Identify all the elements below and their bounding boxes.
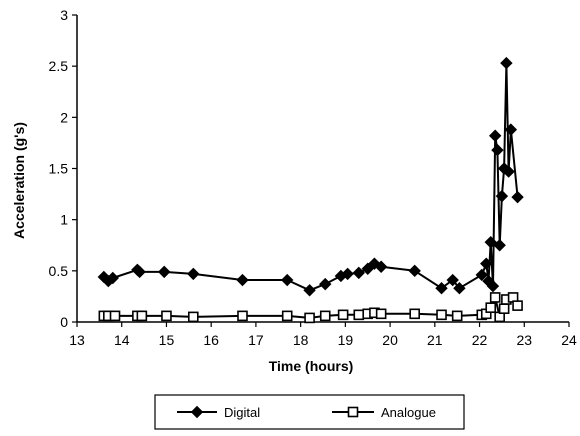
digital-data-point — [319, 277, 332, 291]
plot-area — [97, 56, 524, 324]
digital-data-point — [106, 271, 119, 285]
y-tick-label: 1 — [60, 212, 68, 228]
legend-item-analogue: Analogue — [332, 405, 436, 420]
digital-data-point — [352, 266, 365, 280]
legend-item-digital: Digital — [177, 405, 260, 420]
x-tick-label: 21 — [427, 332, 443, 348]
digital-data-point — [435, 282, 448, 295]
digital-series — [97, 56, 524, 297]
y-tick-label: 3 — [60, 7, 68, 23]
digital-data-point — [133, 265, 146, 279]
x-tick-label: 17 — [248, 332, 264, 348]
digital-data-point — [158, 265, 171, 279]
analogue-data-point — [337, 309, 349, 321]
legend-items: Digital Analogue — [177, 405, 436, 420]
x-tick-label: 22 — [472, 332, 488, 348]
x-tick-label: 13 — [69, 332, 85, 348]
analogue-data-point — [237, 310, 248, 322]
digital-data-point — [495, 189, 509, 203]
digital-data-point — [500, 56, 513, 70]
x-tick-label: 15 — [159, 332, 175, 348]
digital-data-point — [504, 123, 518, 136]
legend-marker-digital — [190, 405, 204, 419]
legend-label-digital: Digital — [224, 405, 260, 420]
analogue-series — [98, 292, 523, 324]
legend-marker-analogue — [347, 406, 359, 418]
analogue-data-point — [498, 303, 510, 314]
analogue-data-point — [281, 310, 293, 322]
x-tick-label: 18 — [293, 332, 309, 348]
analogue-data-point — [109, 310, 121, 322]
digital-data-point — [341, 267, 354, 281]
digital-data-point — [187, 267, 200, 281]
digital-data-point — [475, 268, 488, 282]
legend: Digital Analogue — [154, 394, 465, 430]
digital-data-point — [486, 279, 500, 293]
analogue-data-point — [353, 309, 365, 321]
analogue-data-point — [375, 308, 387, 320]
analogue-data-point — [319, 310, 331, 322]
y-axis-title: Acceleration (g's) — [11, 122, 27, 239]
x-tick-label: 23 — [516, 332, 532, 348]
legend-label-analogue: Analogue — [381, 405, 436, 420]
analogue-data-point — [304, 312, 315, 324]
digital-data-point — [511, 190, 524, 204]
y-tick-label: 1.5 — [49, 161, 69, 177]
analogue-data-point — [136, 310, 148, 322]
analogue-data-point — [451, 310, 463, 322]
y-tick-label: 2.5 — [49, 58, 69, 74]
analogue-data-point — [161, 310, 172, 322]
analogue-data-point — [485, 302, 497, 313]
analogue-data-point — [512, 300, 523, 311]
x-tick-label: 24 — [561, 332, 577, 348]
x-tick-label: 14 — [114, 332, 130, 348]
digital-data-point — [374, 260, 388, 273]
y-tick-label: 0.5 — [49, 263, 69, 279]
x-tick-label: 19 — [338, 332, 354, 348]
y-axis-ticks: 0 0.5 1 1.5 2 2.5 3 — [49, 7, 77, 330]
x-axis-title: Time (hours) — [269, 358, 354, 374]
digital-data-point — [236, 273, 249, 287]
digital-data-point — [491, 143, 504, 157]
analogue-data-point — [409, 308, 420, 320]
digital-series-line — [103, 62, 519, 292]
digital-data-point — [361, 262, 374, 275]
digital-data-point — [493, 239, 506, 252]
x-tick-label: 16 — [203, 332, 219, 348]
y-tick-label: 0 — [60, 314, 68, 330]
x-tick-label: 20 — [382, 332, 398, 348]
digital-data-point — [303, 284, 316, 297]
analogue-data-point — [436, 309, 447, 321]
digital-data-point — [488, 129, 502, 142]
y-tick-label: 2 — [60, 109, 68, 125]
digital-data-point — [408, 264, 421, 278]
digital-data-point — [281, 273, 294, 287]
digital-data-point — [453, 282, 466, 295]
digital-data-point — [502, 165, 515, 178]
digital-data-point — [446, 273, 459, 287]
analogue-data-point — [187, 311, 199, 323]
analogue-data-point — [489, 292, 501, 303]
x-axis-ticks: 13 14 15 16 17 18 19 20 21 22 23 24 — [69, 322, 577, 348]
digital-data-point — [484, 235, 497, 249]
digital-data-point — [480, 257, 493, 270]
